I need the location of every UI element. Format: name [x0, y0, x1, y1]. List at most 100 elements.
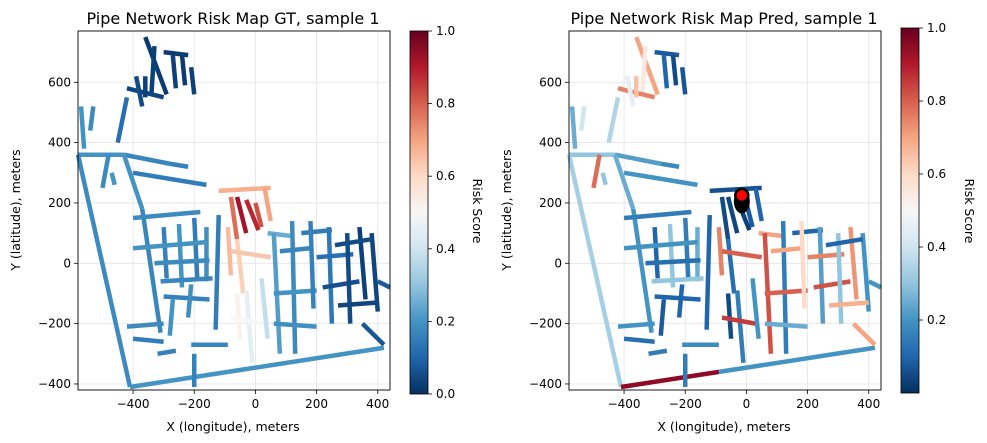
colorbar-ticks: 0.2 0.4 0.6 0.8 1.0 [927, 21, 946, 327]
x-tick-label: 200 [796, 397, 819, 411]
pipe-segment [676, 284, 685, 318]
pipe-segment [267, 230, 293, 239]
pipe-segment [143, 36, 169, 96]
y-axis-label: Y (latitude), meters [499, 149, 514, 271]
pipe-segment [228, 196, 240, 240]
pipe-segment [121, 153, 145, 210]
pipe-segment [132, 209, 201, 221]
pipe-segment [78, 106, 87, 149]
colorbar-ticks: 0.0 0.2 0.4 0.6 0.8 1.0 [436, 24, 455, 401]
pipe-segment [750, 278, 761, 339]
pipe-segment [357, 226, 368, 300]
plot-frame [568, 30, 882, 391]
pipe-segment [279, 245, 311, 254]
x-tick-label: 400 [857, 397, 880, 411]
pipe-segment [169, 161, 189, 169]
pipe-segment [154, 258, 210, 266]
pipe-segment [140, 208, 163, 334]
pipe-segment [721, 315, 756, 326]
colorbar-tick-label: 0.6 [436, 169, 455, 183]
pipe-segment [591, 154, 602, 189]
pipe-segment [725, 196, 740, 234]
pipe-segment [660, 161, 680, 169]
pipe-segment [109, 172, 117, 186]
x-tick-label: −400 [117, 397, 150, 411]
pipe-segment [75, 154, 133, 388]
pipe-segment [234, 196, 249, 234]
x-tick-label: −200 [178, 397, 211, 411]
pipe-segment [828, 300, 869, 308]
pipe-segment [764, 321, 808, 329]
pipe-segment [369, 232, 381, 312]
pipe-segment [259, 278, 270, 339]
x-axis: −400 −200 0 200 400 [117, 397, 390, 411]
markers [733, 187, 750, 214]
pipe-segment [835, 233, 844, 324]
chart-gt: Pipe Network Risk Map GT, sample 1 −400 … [8, 9, 485, 434]
pipe-segment [606, 96, 621, 144]
pipe-segment [719, 196, 731, 240]
pipe-segment [253, 202, 264, 228]
x-tick-label: 200 [305, 397, 328, 411]
pipe-segment [100, 154, 111, 189]
pipe-segment [157, 348, 177, 357]
x-tick-label: −400 [608, 397, 641, 411]
pipe-segment [758, 230, 784, 239]
pipe-segment [614, 152, 662, 166]
pipe-segment [704, 214, 712, 330]
pipe-segment [617, 321, 655, 329]
pipe-segment [161, 226, 169, 279]
pipe-segment [115, 96, 130, 144]
y-tick-label: −400 [38, 377, 71, 391]
pipe-segment [753, 187, 764, 222]
pipe-segment [851, 322, 877, 347]
pipe-segment [631, 208, 654, 334]
pipe-segment [167, 299, 176, 336]
chart-title: Pipe Network Risk Map Pred, sample 1 [570, 9, 877, 28]
colorbar-tick-label: 0.6 [927, 167, 946, 181]
pipe-segment [163, 294, 210, 302]
chart-pred: Pipe Network Risk Map Pred, sample 1 −40… [499, 9, 977, 434]
pipe-segments [566, 36, 882, 390]
y-axis: −400 −200 0 200 400 600 [38, 75, 71, 391]
y-tick-label: −400 [529, 377, 562, 391]
colorbar-tick-label: 0.4 [436, 242, 455, 256]
x-axis: −400 −200 0 200 400 [608, 397, 881, 411]
pipe-segment [825, 236, 864, 248]
plot-frame [77, 30, 391, 391]
pipe-segment [624, 75, 636, 107]
colorbar-tick-label: 0.2 [436, 314, 455, 328]
y-tick-label: 600 [48, 75, 71, 89]
colorbar-tick-label: 1.0 [436, 24, 455, 38]
pipe-segment [721, 249, 763, 260]
pipe-segment [289, 221, 298, 354]
pipe-segment [191, 217, 200, 279]
pipe-segment [234, 238, 246, 294]
pipe-segment [620, 369, 720, 390]
colorbar-label: Risk Score [962, 179, 977, 244]
pipe-segment [218, 185, 271, 194]
pipe-segment [360, 322, 386, 347]
x-tick-label: −200 [669, 397, 702, 411]
pipe-segment [623, 170, 698, 188]
y-tick-label: 0 [63, 256, 71, 270]
y-tick-label: −200 [38, 317, 71, 331]
pipe-segment [716, 226, 725, 276]
pipe-segment [262, 187, 273, 222]
pipe-segment [234, 293, 243, 339]
colorbar-tick-label: 0.4 [927, 240, 946, 254]
pipe-segment [600, 172, 608, 186]
x-tick-label: 0 [743, 397, 751, 411]
pipe-segment [648, 348, 668, 357]
pipe-segment [334, 236, 373, 248]
colorbar-tick-label: 0.0 [436, 387, 455, 401]
pipe-segment [770, 245, 802, 254]
pipe-segment [682, 217, 691, 279]
pipe-segment [133, 75, 145, 107]
pipe-segment [661, 54, 670, 89]
pipe-segment [132, 336, 164, 344]
pipe-segment [623, 209, 692, 221]
y-tick-label: 200 [48, 196, 71, 210]
x-axis-label: X (longitude), meters [166, 419, 299, 434]
pipe-segment [185, 284, 194, 318]
